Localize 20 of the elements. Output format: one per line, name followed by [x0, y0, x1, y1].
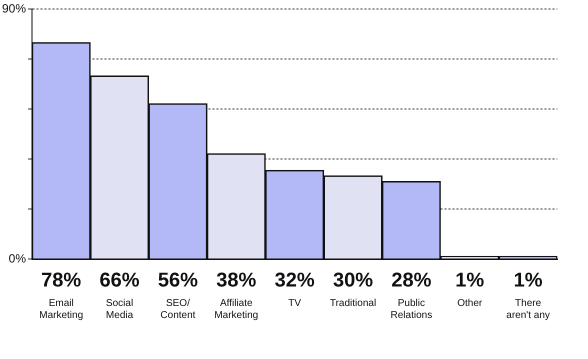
- y-tick-label: 0%: [8, 251, 26, 266]
- x-tick-label: Other: [457, 298, 483, 309]
- data-label: 78%: [41, 270, 82, 292]
- data-label: 66%: [100, 270, 140, 292]
- x-tick-label: Affiliate Marketing: [214, 298, 258, 321]
- data-label: 1%: [455, 270, 484, 292]
- x-tick-label: Email Marketing: [39, 298, 84, 321]
- data-label: 38%: [216, 270, 257, 292]
- data-label: 1%: [514, 270, 543, 292]
- data-label: 32%: [274, 270, 315, 292]
- x-tick-label: Public Relations: [390, 298, 432, 321]
- x-tick-label: Social Media: [106, 298, 134, 321]
- y-tick-label: 90%: [2, 2, 26, 16]
- x-tick-label: TV: [288, 298, 302, 309]
- x-tick-label: Traditional: [330, 298, 376, 309]
- x-tick-label: SEO/ Content: [160, 298, 196, 321]
- x-tick-label: There aren't any: [506, 298, 550, 321]
- data-label: 30%: [332, 270, 374, 292]
- data-label: 56%: [158, 270, 198, 292]
- data-label: 28%: [391, 270, 432, 292]
